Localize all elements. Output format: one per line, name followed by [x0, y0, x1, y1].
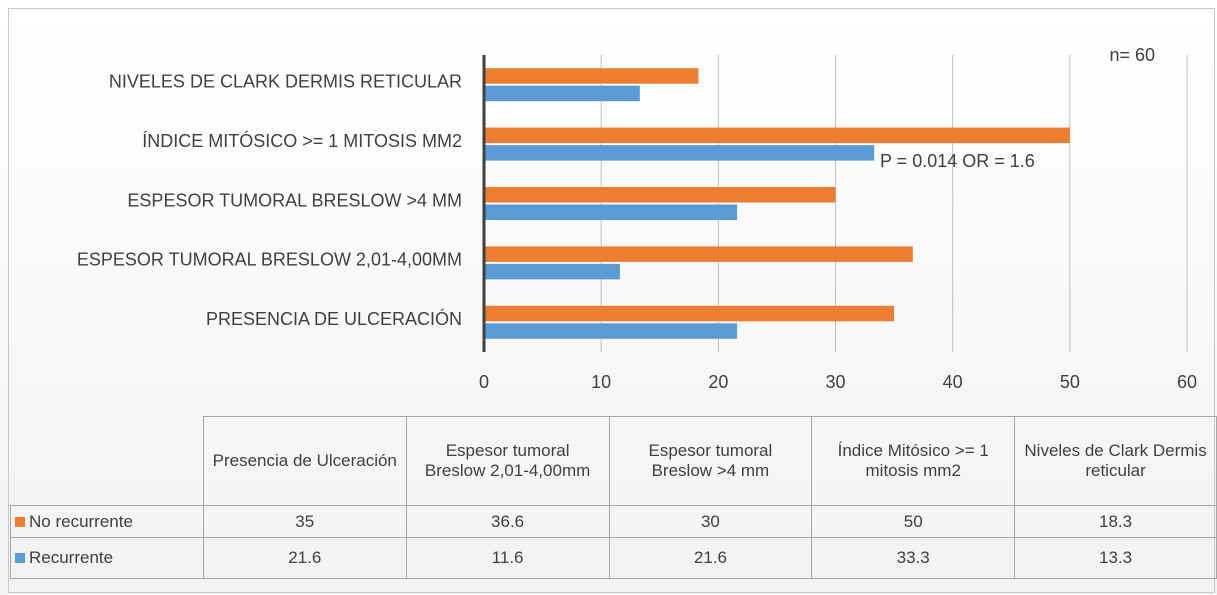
bar	[484, 85, 640, 102]
table-value: 33.3	[811, 537, 1016, 579]
table-header: Presencia de Ulceración	[202, 416, 407, 506]
x-tick-label: 20	[708, 372, 728, 392]
table-value: 36.6	[405, 505, 610, 538]
y-tick-label: Espesor tumoral Breslow >4 mm	[127, 190, 462, 210]
bar	[484, 323, 738, 339]
table-corner	[10, 416, 204, 506]
table-value: 30	[608, 505, 813, 538]
bar	[484, 204, 738, 220]
annotation: n= 60	[1109, 45, 1155, 65]
bar	[484, 145, 875, 161]
chart-frame	[8, 8, 1215, 593]
bar	[484, 305, 895, 322]
table-value: 13.3	[1014, 537, 1217, 579]
table-value: 50	[811, 505, 1016, 538]
legend-label: No recurrente	[29, 511, 133, 531]
table-row: Recurrente 21.6 11.6 21.6 33.3 13.3	[10, 537, 1217, 579]
x-tick-label: 60	[1177, 372, 1197, 392]
legend-label: Recurrente	[29, 548, 114, 567]
bar	[484, 263, 620, 280]
table-header-row: Presencia de Ulceración Espesor tumoral B…	[10, 416, 1217, 506]
table-header: Índice Mitósico >= 1 mitosis mm2	[811, 416, 1016, 506]
y-tick-label: Espesor tumoral Breslow 2,01-4,00mm	[77, 250, 462, 270]
x-tick-label: 30	[825, 372, 845, 392]
legend-cell: Recurrente	[10, 537, 204, 579]
table-header: Espesor tumoral Breslow >4 mm	[608, 416, 813, 506]
table-value: 18.3	[1014, 505, 1217, 538]
bar	[484, 68, 699, 84]
y-tick-label: Niveles de Clark Dermis reticular	[109, 71, 462, 91]
x-tick-label: 50	[1060, 372, 1080, 392]
table-header: Niveles de Clark Dermis reticular	[1014, 416, 1217, 506]
x-tick-label: 10	[591, 372, 611, 392]
y-tick-label: Índice Mitósico >= 1 mitosis mm2	[142, 130, 462, 151]
x-tick-label: 0	[479, 372, 489, 392]
x-tick-label: 40	[943, 372, 963, 392]
bar	[484, 246, 913, 262]
table-value: 21.6	[608, 537, 813, 579]
table-value: 21.6	[202, 537, 407, 579]
legend-cell: No recurrente	[10, 505, 204, 538]
data-table: Presencia de Ulceración Espesor tumoral B…	[10, 416, 1217, 579]
table-header: Espesor tumoral Breslow 2,01-4,00mm	[405, 416, 610, 506]
legend-key	[15, 553, 25, 563]
table-value: 11.6	[405, 537, 610, 579]
table-value: 35	[202, 505, 407, 538]
bar	[484, 127, 1070, 144]
bar	[484, 187, 836, 203]
y-tick-label: Presencia de Ulceración	[206, 308, 462, 329]
legend-key	[15, 516, 25, 527]
table-row: No recurrente 35 36.6 30 50 18.3	[10, 505, 1217, 538]
annotation: P = 0.014 OR = 1.6	[880, 151, 1035, 171]
